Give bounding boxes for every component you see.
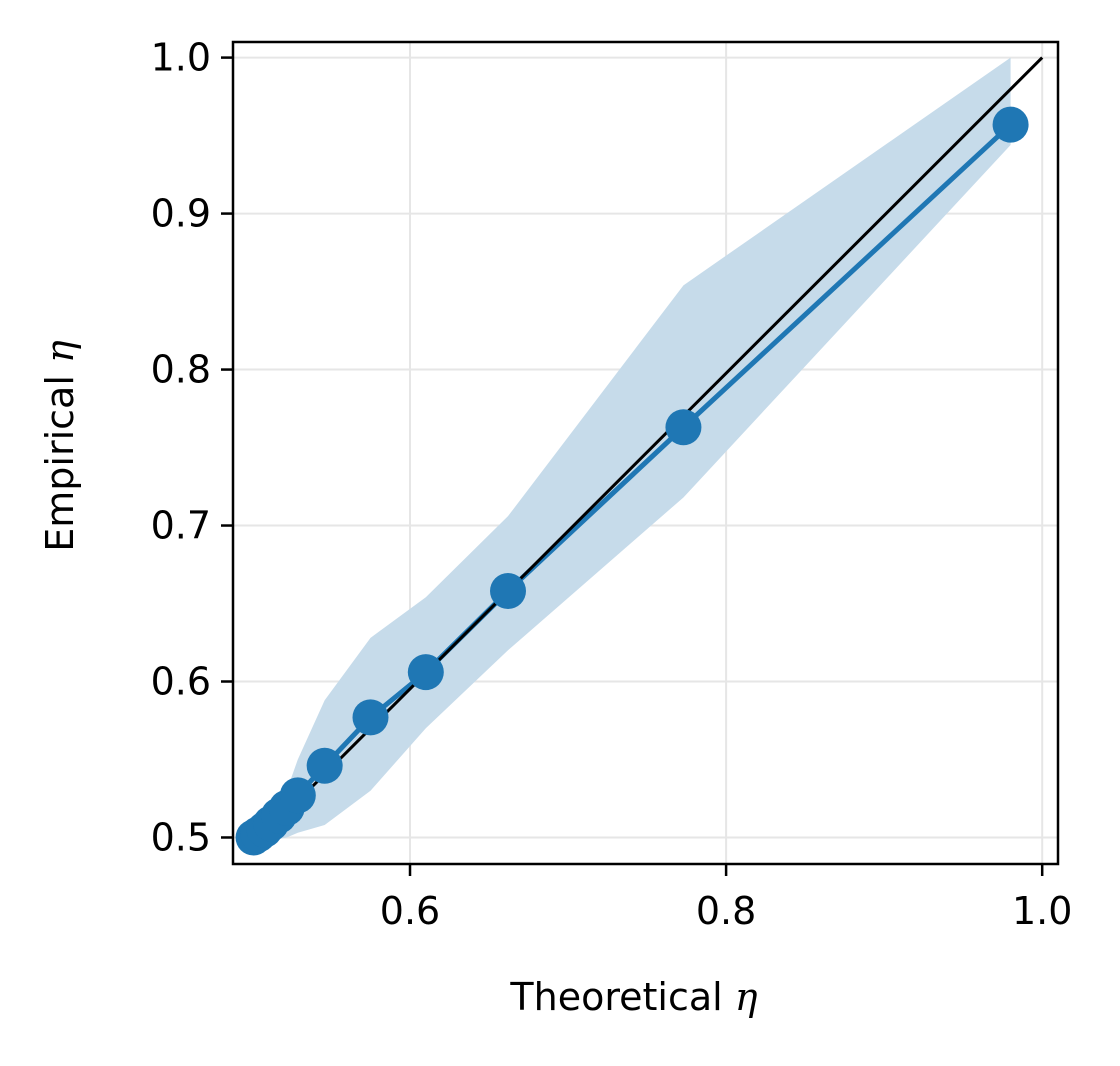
y-axis-ticks: 0.5 0.6 0.7 0.8 0.9 1.0: [151, 36, 233, 859]
y-axis-label-text: Empirical: [38, 375, 82, 552]
y-axis-label-symbol: η: [38, 340, 82, 363]
uncertainty-band: [253, 57, 1011, 840]
x-axis-label-text: Theoretical: [509, 975, 722, 1019]
y-tick-label: 0.5: [151, 815, 211, 859]
x-axis-ticks: 0.6 0.8 1.0: [380, 864, 1072, 933]
y-tick-label: 0.7: [151, 504, 211, 548]
y-tick-label: 0.6: [151, 660, 211, 704]
confidence-band: [253, 57, 1011, 840]
y-axis-label: Empirical η: [38, 340, 82, 552]
data-point: [992, 106, 1029, 143]
x-tick-label: 1.0: [1012, 889, 1072, 933]
data-point: [306, 747, 343, 784]
y-tick-label: 0.9: [151, 192, 211, 236]
data-point: [490, 573, 526, 610]
x-axis-label: Theoretical η: [509, 975, 757, 1019]
x-axis-label-symbol: η: [735, 975, 758, 1019]
data-points: [235, 106, 1029, 856]
data-point: [407, 654, 444, 691]
x-tick-label: 0.6: [380, 889, 440, 933]
data-point: [665, 409, 702, 446]
y-tick-label: 0.8: [151, 348, 211, 392]
data-point: [279, 777, 316, 814]
y-tick-label: 1.0: [151, 36, 211, 80]
data-point: [352, 699, 389, 736]
plot-frame: [231, 40, 1060, 866]
x-tick-label: 0.8: [696, 889, 756, 933]
